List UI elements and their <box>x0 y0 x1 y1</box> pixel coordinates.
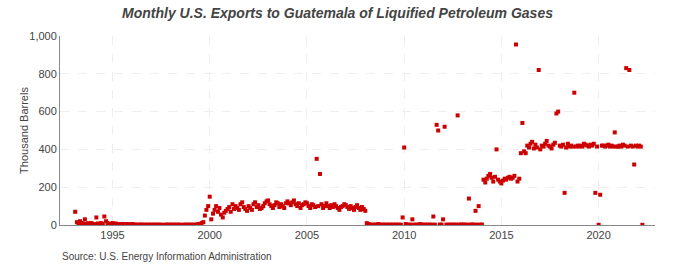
svg-text:400: 400 <box>38 143 56 155</box>
svg-text:600: 600 <box>38 105 56 117</box>
svg-text:1995: 1995 <box>100 229 124 241</box>
svg-text:2005: 2005 <box>295 229 319 241</box>
svg-text:2000: 2000 <box>197 229 221 241</box>
svg-text:Source: U.S. Energy Informatio: Source: U.S. Energy Information Administ… <box>62 251 272 262</box>
svg-text:1,000: 1,000 <box>29 30 57 42</box>
svg-text:800: 800 <box>38 68 56 80</box>
svg-text:Thousand Barrels: Thousand Barrels <box>18 87 30 174</box>
svg-text:0: 0 <box>51 219 57 231</box>
svg-text:2020: 2020 <box>586 229 610 241</box>
svg-text:Monthly U.S. Exports to Guatem: Monthly U.S. Exports to Guatemala of Liq… <box>122 5 553 21</box>
svg-text:2015: 2015 <box>489 229 513 241</box>
svg-text:2010: 2010 <box>392 229 416 241</box>
svg-text:200: 200 <box>38 181 56 193</box>
